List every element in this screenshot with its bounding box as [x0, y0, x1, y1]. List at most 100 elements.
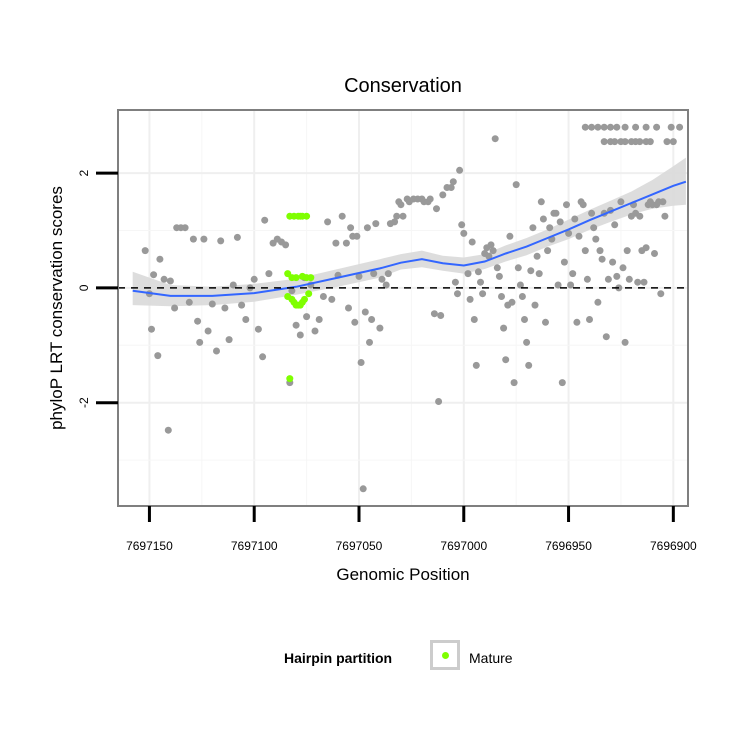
score-point	[611, 221, 619, 229]
score-point	[659, 198, 667, 206]
score-point	[667, 123, 675, 131]
score-point	[393, 212, 401, 220]
score-point	[588, 123, 596, 131]
score-point	[357, 359, 365, 366]
mature-point	[305, 290, 313, 298]
score-point	[150, 271, 158, 279]
score-point	[454, 290, 461, 298]
score-point	[311, 327, 319, 335]
score-point	[581, 247, 589, 255]
score-point	[332, 239, 340, 247]
score-point	[602, 333, 610, 341]
score-point	[607, 123, 614, 131]
score-point	[474, 268, 482, 276]
score-point	[632, 123, 640, 131]
score-point	[531, 301, 539, 309]
score-point	[217, 237, 225, 245]
score-point	[588, 209, 596, 217]
score-point	[384, 270, 392, 278]
score-point	[437, 312, 445, 319]
chart-title: Conservation	[344, 75, 462, 97]
score-point	[447, 184, 455, 191]
score-point	[623, 247, 631, 255]
score-point	[342, 239, 350, 247]
plot-border	[117, 109, 689, 507]
score-point	[502, 356, 510, 364]
score-point	[328, 295, 336, 303]
score-point	[303, 313, 311, 321]
score-point	[361, 308, 369, 316]
score-point	[345, 304, 352, 312]
score-point	[148, 325, 155, 333]
legend-key-mature	[430, 640, 460, 670]
score-point	[376, 324, 384, 332]
score-point	[464, 270, 472, 278]
score-point	[642, 123, 650, 131]
score-point	[581, 123, 589, 131]
legend: Hairpin partition Mature	[0, 640, 750, 676]
x-tick-label: 7697050	[336, 539, 383, 553]
score-point	[535, 270, 543, 278]
legend-title: Hairpin partition	[284, 650, 393, 666]
score-point	[353, 232, 361, 240]
score-point	[611, 138, 619, 146]
mature-point	[292, 274, 300, 282]
score-point	[208, 300, 216, 308]
score-point	[458, 221, 466, 229]
score-point	[254, 325, 262, 333]
score-point	[485, 252, 493, 260]
score-point	[613, 123, 621, 131]
score-point	[594, 123, 602, 131]
score-point	[166, 277, 174, 285]
score-point	[468, 238, 476, 246]
score-point	[370, 270, 378, 278]
score-point	[636, 138, 644, 146]
score-point	[363, 224, 371, 232]
score-point	[563, 201, 570, 209]
score-point	[590, 224, 598, 232]
score-point	[646, 138, 654, 146]
score-point	[265, 270, 273, 278]
score-point	[586, 316, 593, 323]
score-point	[338, 212, 346, 220]
score-point	[439, 191, 447, 199]
score-point	[621, 123, 629, 131]
score-point	[181, 224, 189, 232]
score-point	[669, 138, 677, 146]
score-point	[250, 275, 258, 283]
mature-point	[307, 274, 315, 282]
score-point	[500, 324, 508, 332]
score-point	[261, 216, 269, 224]
score-point	[194, 317, 202, 325]
score-point	[430, 310, 438, 318]
x-axis: 7697150 7697100 7697050 7697000 7696950 76969…	[126, 506, 697, 553]
y-tick-label: 2	[77, 169, 91, 176]
score-point	[640, 278, 648, 286]
mature-point	[286, 375, 294, 383]
score-point	[506, 232, 514, 240]
score-point	[477, 278, 484, 286]
score-point	[460, 229, 468, 237]
score-point	[539, 215, 547, 223]
score-point	[560, 258, 568, 266]
score-point	[292, 321, 300, 329]
score-point	[613, 272, 621, 280]
score-point	[470, 316, 478, 323]
x-tick-label: 7697150	[126, 539, 173, 553]
plot-background	[118, 110, 688, 506]
smooth-line	[132, 180, 687, 297]
x-tick-label: 7697000	[440, 539, 487, 553]
score-point	[213, 347, 220, 355]
score-point	[229, 281, 237, 289]
score-point	[621, 138, 629, 146]
smooth-confidence-band	[132, 157, 686, 307]
score-point	[351, 318, 359, 326]
score-point	[382, 281, 390, 289]
score-point	[600, 138, 608, 146]
score-point	[204, 327, 212, 335]
score-point	[661, 212, 669, 220]
score-point	[160, 275, 168, 283]
score-point	[653, 123, 661, 131]
score-point	[154, 352, 162, 360]
score-point	[185, 298, 193, 306]
